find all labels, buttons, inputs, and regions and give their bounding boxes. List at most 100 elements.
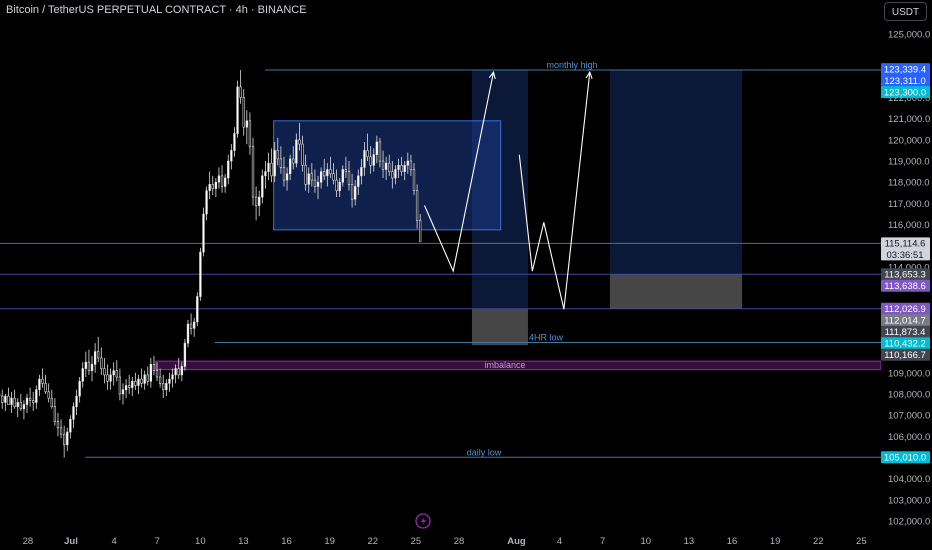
time-tick-label: 7 [600, 536, 605, 547]
candle [72, 402, 75, 428]
position-2-stop-zone[interactable] [609, 274, 743, 309]
candle [28, 387, 32, 407]
candle [344, 156, 348, 178]
candle [53, 398, 57, 426]
candle-body [384, 162, 388, 170]
candle-body [217, 175, 221, 183]
level-labels: imbalance monthly high 4HR low daily low [467, 60, 598, 457]
candle-body [87, 361, 91, 371]
candle [41, 368, 44, 388]
candle-body [285, 173, 289, 181]
candle-body [75, 395, 78, 407]
candle-body [19, 402, 22, 410]
candle [63, 425, 66, 458]
time-tick-label: 7 [155, 536, 160, 547]
time-tick-label: Aug [507, 536, 526, 547]
candle-body [56, 421, 60, 429]
candle-body [205, 190, 208, 215]
price-tag: 110,166.7 [881, 348, 930, 361]
price-tick-label: 103,000.0 [888, 495, 930, 506]
candle [285, 167, 289, 191]
time-tick-label: 16 [727, 536, 738, 547]
candle [211, 175, 214, 195]
candle [171, 368, 174, 388]
price-tick-label: 106,000.0 [888, 432, 930, 443]
candle [381, 150, 385, 178]
imbalance-label: imbalance [484, 360, 525, 370]
candle-body [350, 184, 354, 200]
candle [121, 383, 125, 405]
candle-body [363, 150, 366, 168]
candle-body [10, 397, 13, 405]
candle [298, 122, 301, 151]
candle [220, 165, 224, 193]
time-tick-label: 19 [770, 536, 781, 547]
candle-body [279, 158, 283, 168]
candle [323, 158, 326, 181]
candle [384, 156, 388, 181]
candle-body [124, 385, 128, 391]
projection-path[interactable] [518, 72, 591, 310]
candle-body [59, 427, 63, 435]
candle-body [146, 374, 149, 382]
candle [189, 313, 193, 335]
candle [412, 163, 416, 195]
candle-body [103, 368, 106, 376]
candle [186, 319, 190, 348]
candle-body [134, 380, 137, 386]
candle [354, 180, 357, 206]
candle-body [391, 171, 394, 179]
projection-path[interactable] [423, 71, 495, 273]
level-label: 4HR low [529, 332, 564, 342]
candle [261, 169, 264, 204]
candle-body [13, 397, 16, 407]
candle [78, 377, 81, 403]
candle-body [264, 171, 267, 177]
candle-body [366, 150, 369, 158]
price-tag: 123,300.0 [881, 86, 930, 98]
candle-body [214, 181, 218, 189]
price-tag-label: 113,653.3 [884, 270, 926, 281]
candle [248, 112, 252, 155]
candle-body [38, 378, 41, 391]
currency-button[interactable]: USDT [884, 2, 927, 21]
candle-body [227, 160, 230, 179]
price-tag: 115,114.603:36:51 [881, 237, 930, 261]
position-1-stop-zone[interactable] [471, 308, 528, 346]
replay-icon[interactable] [415, 513, 431, 529]
price-tag-bg [881, 325, 930, 338]
candle [81, 362, 84, 388]
candle [146, 366, 149, 386]
candle [251, 137, 255, 206]
drawing-zones [155, 69, 882, 371]
candle [193, 317, 196, 337]
price-tag-bg [881, 348, 930, 361]
candle [19, 393, 22, 411]
candle [289, 154, 292, 181]
position-2-target-zone[interactable] [609, 69, 743, 275]
candle-body [162, 383, 165, 391]
candle-body [183, 342, 187, 367]
time-tick-label: 25 [856, 536, 867, 547]
price-tick-label: 114,000.0 [888, 262, 930, 273]
candle [177, 357, 180, 380]
candle-body [326, 169, 329, 177]
candle-body [332, 173, 335, 181]
time-tick-label: 28 [23, 536, 34, 547]
candle-body [106, 374, 109, 382]
candle-body [412, 169, 416, 191]
candle [208, 171, 211, 200]
candle [264, 161, 267, 189]
candle [87, 349, 91, 375]
candle [242, 89, 245, 136]
candle-body [335, 179, 338, 191]
candle [233, 127, 236, 157]
price-tick-label: 122,000.0 [888, 93, 930, 104]
price-tag-bg [881, 63, 930, 76]
candle [313, 169, 317, 193]
candle [273, 141, 276, 183]
candle-body [292, 158, 295, 164]
candle-body [295, 139, 298, 164]
price-tag-label: 111,873.4 [885, 327, 926, 338]
